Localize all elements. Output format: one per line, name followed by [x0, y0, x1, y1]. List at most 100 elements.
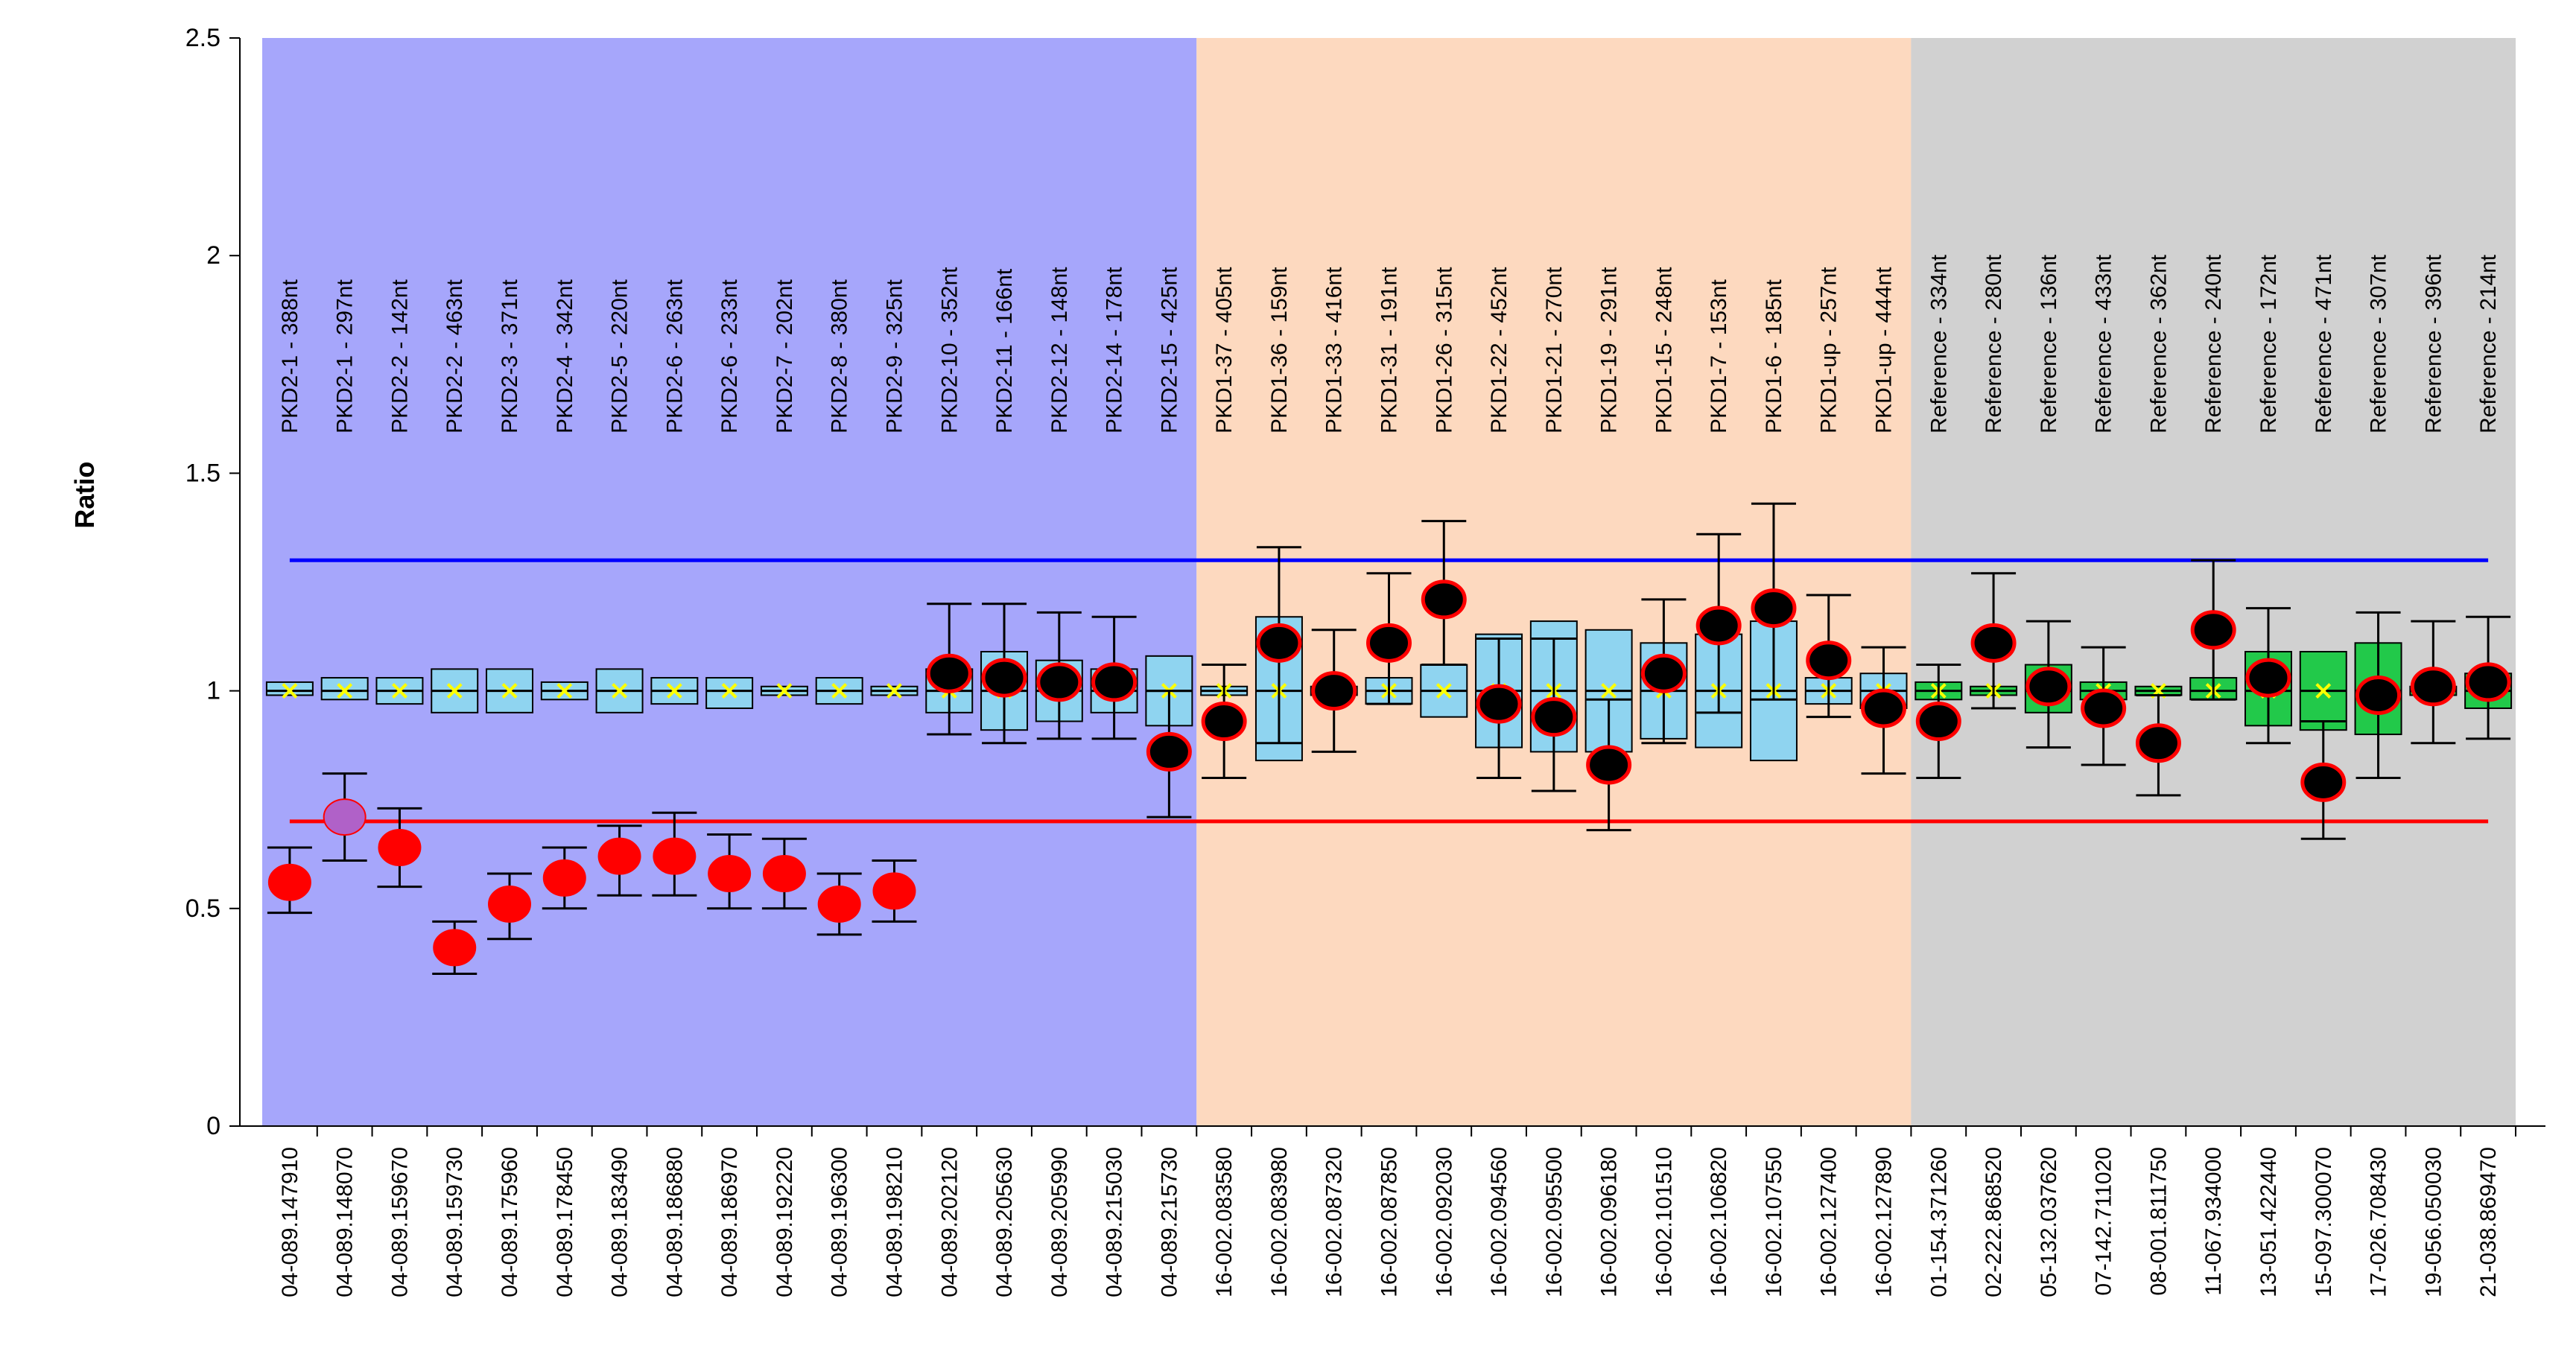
ratio-point [1586, 745, 1632, 785]
x-tick-label: 15-097.300070 [2312, 1147, 2336, 1297]
x-tick-label: 04-089.175960 [498, 1147, 522, 1297]
ratio-point [1695, 605, 1742, 646]
x-tick-label: 16-002.127890 [1872, 1147, 1897, 1297]
probe-label: PKD1-7 - 153nt [1707, 279, 1731, 433]
probe-label: Reference - 136nt [2037, 254, 2061, 433]
probe-label: PKD2-8 - 380nt [828, 279, 852, 433]
probe-label: PKD2-6 - 263nt [662, 279, 687, 433]
x-tick-label: 05-132.037620 [2037, 1147, 2061, 1297]
box [705, 677, 754, 709]
y-tick-labels: 0 0.5 1 1.5 2 2.5 [185, 24, 221, 1140]
median-marker [886, 683, 902, 699]
x-tick-label: 19-056.050030 [2421, 1147, 2446, 1297]
median-marker [721, 683, 737, 699]
probe-label: Reference - 396nt [2421, 254, 2446, 433]
y-tick-label: 0.5 [185, 894, 221, 923]
x-tick-labels: 04-089.147910 04-089.148070 04-089.159670 0… [278, 1147, 2501, 1297]
x-tick-label: 21-038.869470 [2476, 1147, 2501, 1297]
ratio-point [433, 929, 477, 967]
y-tick-label: 1.5 [185, 459, 221, 487]
x-tick-label: 04-089.186880 [662, 1147, 687, 1297]
x-tick-label: 17-026.708430 [2367, 1147, 2391, 1297]
probe-label: PKD1-up - 444nt [1872, 267, 1897, 433]
median-marker [831, 683, 848, 699]
threshold-lines [289, 558, 2489, 824]
probe-label: PKD1-26 - 315nt [1432, 267, 1456, 433]
probe-label: PKD2-14 - 178nt [1103, 267, 1127, 433]
ratio-point [926, 653, 972, 693]
x-tick-label: 04-089.159670 [387, 1147, 412, 1297]
x-tick-label: 04-089.159730 [442, 1147, 467, 1297]
x-tick-label: 02-222.868520 [1982, 1147, 2006, 1297]
error-bars [267, 502, 2511, 975]
median-marker [1601, 683, 1617, 699]
ratio-point [653, 837, 697, 875]
x-tick-label: 16-002.095500 [1542, 1147, 1567, 1297]
ratio-point [1915, 702, 1961, 742]
probe-label: PKD2-5 - 220nt [608, 279, 632, 433]
median-marker [1435, 683, 1452, 699]
y-tick-label: 0 [206, 1112, 221, 1140]
median-marker [2315, 683, 2332, 699]
x-tick-label: 16-002.106820 [1707, 1147, 1731, 1297]
ratio-point [1531, 697, 1577, 737]
probe-label: PKD2-4 - 342nt [553, 279, 577, 433]
ratio-point [1311, 671, 1357, 711]
x-tick-label: 04-089.202120 [937, 1147, 962, 1297]
median-marker [282, 683, 298, 699]
x-tick-label: 11-067.934000 [2201, 1147, 2226, 1296]
x-tick-label: 16-002.094560 [1487, 1147, 1511, 1297]
y-tick-label: 1 [206, 677, 221, 705]
ratio-point [2025, 667, 2072, 707]
ratio-point [981, 658, 1027, 698]
y-tick-label: 2.5 [185, 24, 221, 52]
ratio-point [267, 863, 311, 901]
x-tick-label: 08-001.811750 [2146, 1147, 2171, 1296]
ratio-points [267, 579, 2511, 967]
probe-label: Reference - 362nt [2146, 254, 2171, 433]
x-tick-label: 04-089.147910 [278, 1147, 302, 1297]
y-axis-label: Ratio [69, 462, 100, 529]
ratio-point [1861, 688, 1907, 728]
x-tick-label: 04-089.178450 [553, 1147, 577, 1297]
ratio-point [762, 855, 806, 893]
ratio-point [1970, 623, 2017, 663]
x-tick-label: 16-002.107550 [1762, 1147, 1786, 1297]
median-marker [776, 683, 793, 699]
median-marker [501, 683, 518, 699]
ratio-point [1806, 640, 1852, 681]
x-tick-label: 16-002.092030 [1432, 1147, 1456, 1297]
y-tick-label: 2 [206, 241, 221, 270]
ratio-point [2190, 610, 2236, 650]
region-backgrounds [262, 38, 2516, 1126]
ratio-point [1476, 684, 1522, 724]
ratio-point [2135, 723, 2181, 763]
probe-label: Reference - 471nt [2312, 254, 2336, 433]
probe-label: PKD1-6 - 185nt [1762, 279, 1786, 433]
probe-label: Reference - 214nt [2476, 254, 2501, 433]
ratio-point [542, 859, 586, 897]
probe-label: Reference - 280nt [1982, 254, 2006, 433]
x-tick-label: 04-089.205630 [992, 1147, 1017, 1297]
median-marker [337, 683, 353, 699]
x-tick-label: 04-089.196300 [828, 1147, 852, 1297]
probe-label: PKD2-11 - 166nt [992, 268, 1017, 433]
x-tick-label: 04-089.183490 [608, 1147, 632, 1297]
x-tick-label: 04-089.198210 [882, 1147, 907, 1297]
probe-label: PKD1-22 - 452nt [1487, 267, 1511, 433]
ratio-point [1256, 623, 1302, 663]
probe-label: PKD2-2 - 142nt [387, 279, 412, 433]
probe-label: PKD2-9 - 325nt [882, 279, 907, 433]
x-tick-label: 13-051.422440 [2256, 1147, 2281, 1297]
x-tick-label: 16-002.096180 [1597, 1147, 1622, 1297]
probe-label: Reference - 334nt [1926, 254, 1951, 433]
x-tick-label: 16-002.083980 [1267, 1147, 1292, 1297]
ratio-point [1201, 702, 1247, 742]
median-marker [666, 683, 682, 699]
ratio-point [2355, 675, 2402, 715]
probe-label: PKD1-19 - 291nt [1597, 267, 1622, 433]
probe-label: PKD1-31 - 191nt [1377, 267, 1402, 433]
probe-label: PKD1-15 - 248nt [1652, 267, 1676, 433]
ratio-point [1146, 731, 1192, 772]
